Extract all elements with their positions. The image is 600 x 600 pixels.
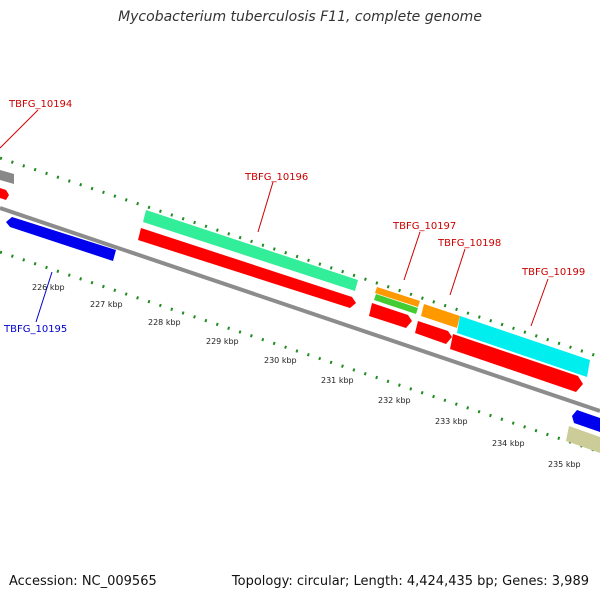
label-line-10197 (403, 231, 421, 281)
gene-label-tbfg-10194: TBFG_10194 (8, 99, 72, 110)
feature-red-left (0, 188, 9, 200)
kbp-tick-label: 231 kbp (321, 376, 354, 385)
gene-label-tbfg-10196: TBFG_10196 (244, 172, 308, 183)
kbp-tick-label: 234 kbp (492, 439, 525, 448)
kbp-tick-label: 233 kbp (435, 417, 468, 426)
gene-tbfg-10195 (6, 217, 116, 261)
genome-backbone (0, 206, 600, 413)
gene-tbfg-10197-red (369, 303, 412, 328)
map-title: Mycobacterium tuberculosis F11, complete… (118, 9, 482, 25)
gene-label-tbfg-10197: TBFG_10197 (392, 221, 456, 232)
feature-tbfg-10198-orange (421, 304, 460, 328)
kbp-tick-label: 227 kbp (90, 300, 123, 309)
kbp-tick-label: 232 kbp (378, 396, 411, 405)
kbp-tick-label: 230 kbp (264, 356, 297, 365)
gene-tbfg-10199-red (450, 334, 583, 392)
genome-summary-text: Topology: circular; Length: 4,424,435 bp… (231, 574, 589, 589)
gene-label-tbfg-10195: TBFG_10195 (3, 324, 67, 335)
feature-tbfg-10196-green (143, 210, 358, 291)
kbp-tick-label: 228 kbp (148, 318, 181, 327)
gc-tick-track-upper (0, 156, 600, 359)
accession-text: Accession: NC_009565 (9, 574, 157, 589)
feature-khaki-right (566, 426, 600, 453)
kbp-tick-label: 229 kbp (206, 337, 239, 346)
label-line-10195 (35, 271, 53, 323)
feature-tbfg-10197-orange (375, 287, 420, 307)
label-line-10198 (449, 248, 466, 296)
kbp-tick-label: 235 kbp (548, 460, 581, 469)
feature-tbfg-10197-lime (374, 294, 418, 314)
gene-label-tbfg-10198: TBFG_10198 (437, 238, 501, 249)
label-line-10196 (257, 181, 274, 233)
feature-grey-left (0, 170, 14, 184)
feature-blue-right (572, 410, 600, 432)
feature-tbfg-10199-cyan (457, 316, 590, 377)
label-line-10199 (530, 278, 549, 327)
gene-label-tbfg-10199: TBFG_10199 (521, 267, 585, 278)
gene-tbfg-10198-red (415, 321, 452, 344)
label-line-10194 (0, 109, 39, 149)
kbp-tick-label: 226 kbp (32, 283, 65, 292)
gene-tbfg-10196-red (138, 228, 356, 308)
